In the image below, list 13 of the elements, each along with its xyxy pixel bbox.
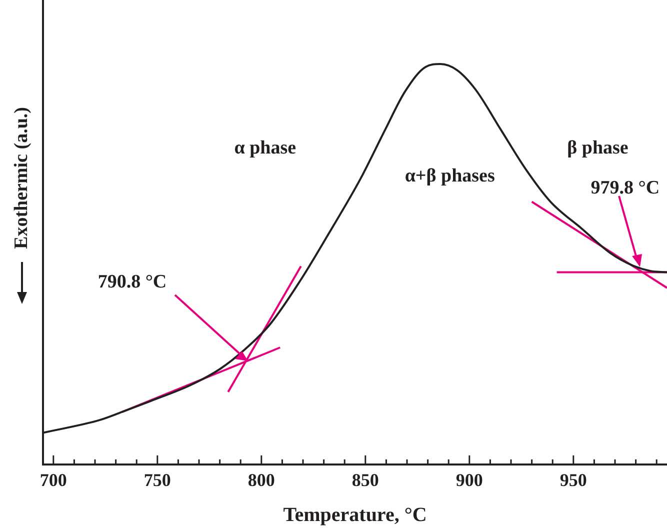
x-tick-label: 850 [352, 470, 379, 490]
x-tick-label: 750 [144, 470, 171, 490]
annotation: 979.8 °C [590, 177, 660, 198]
y-axis-title: Exothermic (a.u.) [11, 107, 33, 249]
annotation: β phase [567, 138, 628, 159]
annotation: α phase [234, 138, 296, 159]
x-tick-label: 900 [456, 470, 483, 490]
annotation: α+β phases [404, 165, 495, 186]
x-tick-label: 950 [560, 470, 587, 490]
x-axis-title: Temperature, °C [283, 504, 427, 526]
annotation: 790.8 °C [98, 272, 167, 293]
x-tick-label: 700 [40, 470, 67, 490]
x-tick-label: 800 [248, 470, 275, 490]
